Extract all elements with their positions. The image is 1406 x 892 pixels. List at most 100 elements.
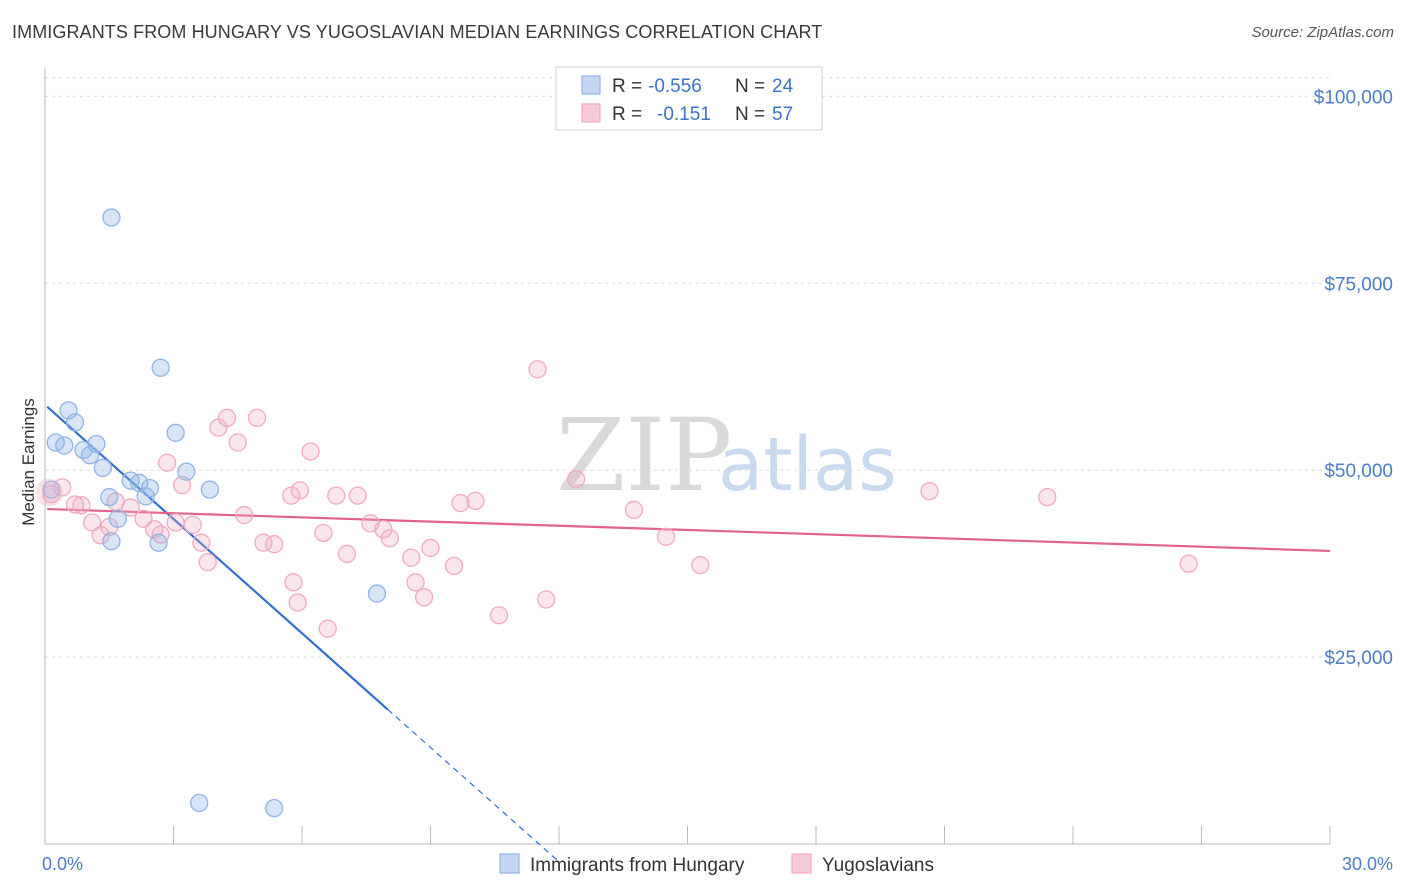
point-yugoslavians [421, 538, 440, 558]
y-tick-label: $75,000 [1324, 274, 1393, 295]
y-tick-label: $100,000 [1314, 87, 1393, 108]
point-hungary [55, 436, 74, 455]
series-swatch-hungary [499, 853, 520, 874]
point-yugoslavians [288, 593, 307, 612]
trend-lines [46, 405, 1331, 863]
point-yugoslavians [402, 548, 421, 567]
point-yugoslavians [337, 544, 357, 564]
point-yugoslavians [65, 495, 85, 514]
point-yugoslavians [414, 588, 434, 607]
point-yugoslavians [314, 523, 333, 543]
point-hungary [149, 533, 168, 552]
point-hungary [367, 584, 387, 603]
point-hungary [102, 208, 121, 227]
point-yugoslavians [183, 515, 202, 534]
point-yugoslavians [172, 475, 192, 495]
legend-n-label: N = [735, 104, 765, 125]
legend-r-label: R = [612, 104, 642, 125]
point-yugoslavians [489, 606, 509, 625]
point-hungary [200, 480, 220, 499]
point-yugoslavians [290, 481, 310, 500]
legend-n-value: 57 [772, 104, 793, 125]
correlation-legend: R = -0.556 N = 24 R = -0.151 N = 57 [555, 66, 823, 131]
point-yugoslavians [624, 500, 644, 519]
legend-r-value: -0.556 [648, 76, 702, 97]
chart-title: IMMIGRANTS FROM HUNGARY VS YUGOSLAVIAN M… [12, 22, 823, 42]
point-hungary [100, 487, 119, 507]
y-tick-label: $25,000 [1324, 648, 1393, 669]
point-hungary [265, 798, 284, 818]
trend-line-hungary [46, 405, 389, 711]
point-yugoslavians [82, 513, 102, 532]
series-legend: Immigrants from Hungary Yugoslavians [499, 853, 934, 876]
point-hungary [42, 480, 61, 499]
x-tick-label-left: 0.0% [42, 854, 83, 874]
point-yugoslavians [1179, 554, 1198, 573]
point-yugoslavians [52, 478, 72, 497]
axes [44, 68, 1331, 845]
legend-n-label: N = [735, 76, 765, 97]
point-yugoslavians [72, 496, 91, 515]
series-swatch-yugoslavians [791, 853, 812, 874]
point-hungary [65, 413, 85, 432]
point-yugoslavians [235, 505, 254, 525]
grid-lines [45, 77, 1330, 658]
point-yugoslavians [284, 573, 303, 592]
point-yugoslavians [301, 442, 320, 461]
point-yugoslavians [247, 408, 267, 428]
point-yugoslavians [166, 513, 185, 532]
source-credit: Source: ZipAtlas.com [1251, 24, 1394, 41]
point-yugoslavians [198, 552, 217, 572]
legend-r-label: R = [612, 76, 642, 97]
point-hungary [140, 478, 160, 498]
legend-swatch-pink [581, 103, 601, 123]
point-hungary [177, 462, 196, 481]
legend-n-value: 24 [772, 76, 794, 97]
series-label-hungary: Immigrants from Hungary [530, 855, 745, 876]
point-yugoslavians [537, 590, 556, 609]
watermark-zip: ZIP [556, 397, 732, 514]
point-hungary [108, 509, 127, 528]
point-yugoslavians [691, 555, 710, 575]
point-yugoslavians [528, 360, 547, 379]
point-yugoslavians [327, 486, 346, 505]
point-hungary [136, 487, 155, 506]
point-yugoslavians [920, 481, 939, 501]
point-yugoslavians [656, 527, 676, 546]
data-points [35, 208, 1198, 818]
point-yugoslavians [265, 535, 284, 554]
point-hungary [166, 423, 185, 442]
point-yugoslavians [374, 520, 393, 539]
series-label-yugoslavians: Yugoslavians [822, 855, 934, 876]
x-tick-label-right: 30.0% [1342, 854, 1393, 874]
y-axis-label: Median Earnings [19, 398, 38, 526]
point-yugoslavians [451, 493, 470, 513]
x-tick-labels: 0.0% 30.0% [42, 854, 1393, 874]
trend-line-yugoslavians [47, 507, 1331, 553]
point-hungary [151, 358, 170, 377]
trend-line-extension [387, 708, 560, 863]
point-yugoslavians [217, 408, 237, 428]
point-yugoslavians [406, 573, 425, 592]
point-hungary [102, 532, 121, 551]
point-yugoslavians [228, 433, 247, 452]
point-yugoslavians [1038, 487, 1057, 507]
point-yugoslavians [380, 529, 399, 548]
y-tick-label: $50,000 [1324, 461, 1393, 482]
point-yugoslavians [566, 470, 586, 489]
point-yugoslavians [282, 486, 301, 505]
point-hungary [93, 458, 112, 478]
legend-swatch-blue [581, 75, 601, 95]
watermark-atlas: atlas [718, 422, 897, 508]
point-cluster [35, 478, 64, 507]
point-hungary [87, 434, 106, 454]
y-tick-labels: $25,000 $50,000 $75,000 $100,000 [1314, 87, 1393, 669]
point-yugoslavians [42, 484, 61, 504]
point-yugoslavians [444, 556, 464, 576]
legend-r-value: -0.151 [657, 104, 711, 125]
point-yugoslavians [466, 491, 485, 510]
point-yugoslavians [157, 453, 177, 472]
point-hungary [80, 446, 100, 465]
point-yugoslavians [318, 619, 337, 638]
